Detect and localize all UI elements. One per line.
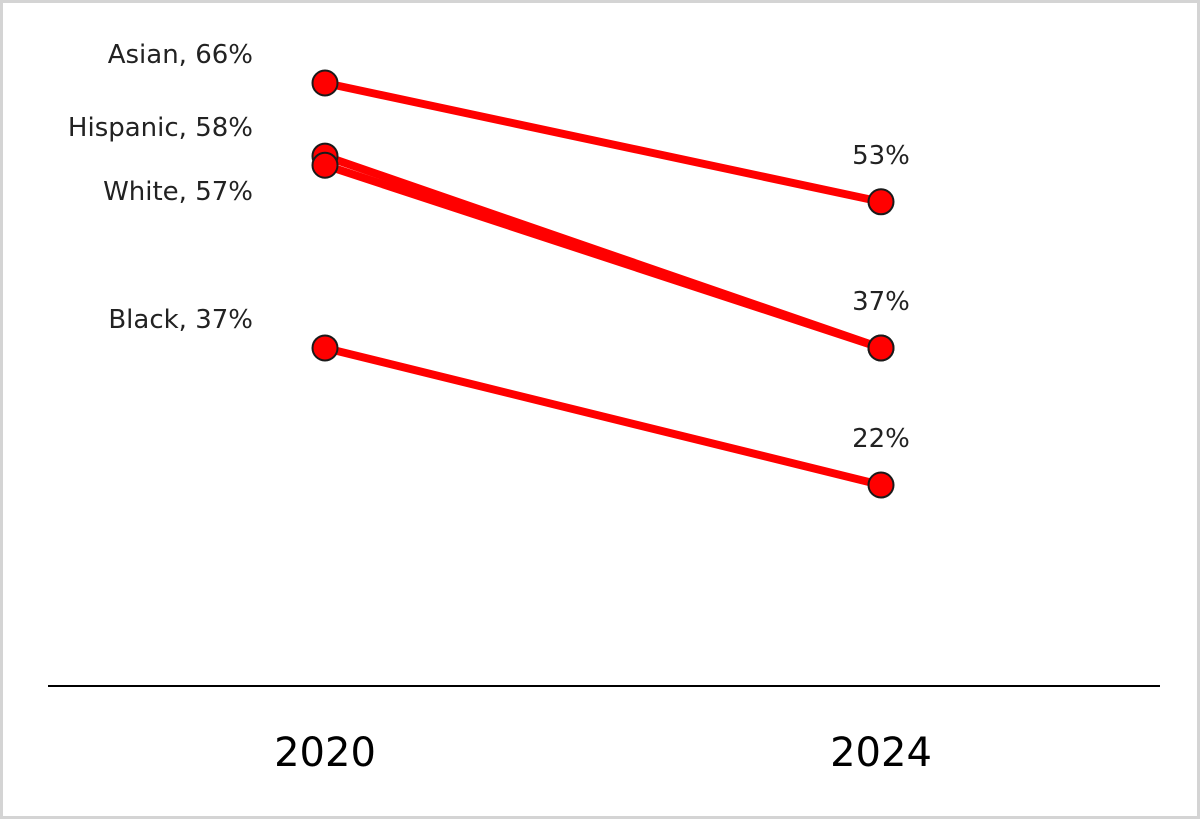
series-line-white (321, 161, 885, 352)
start-label-black: Black, 37% (108, 305, 253, 335)
label-layer: Asian, 66% Hispanic, 58% White, 57% Black, … (68, 40, 910, 454)
series-line-black (321, 343, 885, 489)
point-asian-2020 (311, 69, 339, 97)
x-tick-label-2020: 2020 (274, 730, 376, 776)
end-label-white: 37% (852, 287, 910, 317)
start-label-hispanic: Hispanic, 58% (68, 113, 253, 143)
end-label-black: 22% (852, 424, 910, 454)
x-tick-label-2024: 2024 (830, 730, 932, 776)
x-tick-layer: 2020 2024 (274, 730, 932, 776)
series-line-asian (321, 79, 885, 206)
point-white-2020 (311, 151, 339, 179)
slope-chart: Asian, 66% Hispanic, 58% White, 57% Black, … (48, 40, 1160, 776)
point-black-2020 (311, 334, 339, 362)
point-black-2024 (867, 471, 895, 499)
start-label-asian: Asian, 66% (108, 40, 253, 70)
point-white-2024 (867, 334, 895, 362)
start-label-white: White, 57% (103, 177, 253, 207)
series-layer (311, 69, 895, 499)
end-label-asian: 53% (852, 141, 910, 171)
point-asian-2024 (867, 188, 895, 216)
